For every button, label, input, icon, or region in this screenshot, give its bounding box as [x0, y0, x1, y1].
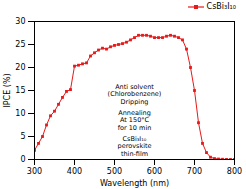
svg-text:10: 10 — [15, 109, 25, 118]
svg-text:Wavelength (nm): Wavelength (nm) — [100, 179, 169, 188]
svg-text:500: 500 — [107, 167, 122, 176]
svg-text:15: 15 — [15, 86, 25, 95]
svg-text:5: 5 — [20, 132, 25, 141]
svg-text:300: 300 — [27, 167, 42, 176]
svg-text:AnnealingAt 150°Cfor 10 min: AnnealingAt 150°Cfor 10 min — [118, 109, 152, 131]
svg-text:700: 700 — [187, 167, 202, 176]
svg-text:Anti solvent(Chlorobenzene)Dri: Anti solvent(Chlorobenzene)Dripping — [108, 83, 162, 105]
svg-text:CsBi₃I₁₀perovskitethin-film: CsBi₃I₁₀perovskitethin-film — [118, 135, 152, 157]
svg-text:800: 800 — [227, 167, 242, 176]
html-text:CsBi₃I₁₀: CsBi₃I₁₀ — [206, 2, 236, 11]
svg-text:20: 20 — [15, 63, 25, 72]
svg-text:0: 0 — [20, 155, 25, 164]
svg-text:IPCE (%): IPCE (%) — [3, 73, 12, 107]
svg-text:30: 30 — [15, 17, 25, 26]
svg-text:25: 25 — [15, 40, 25, 49]
svg-text:400: 400 — [67, 167, 82, 176]
svg-text:600: 600 — [147, 167, 162, 176]
